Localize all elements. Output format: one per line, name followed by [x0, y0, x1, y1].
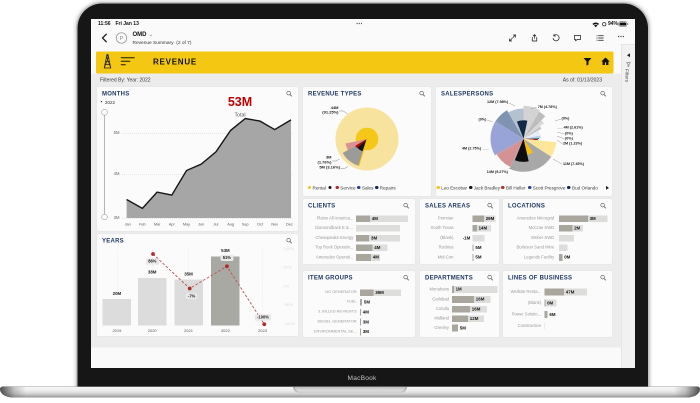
- svg-text:P: P: [120, 36, 124, 42]
